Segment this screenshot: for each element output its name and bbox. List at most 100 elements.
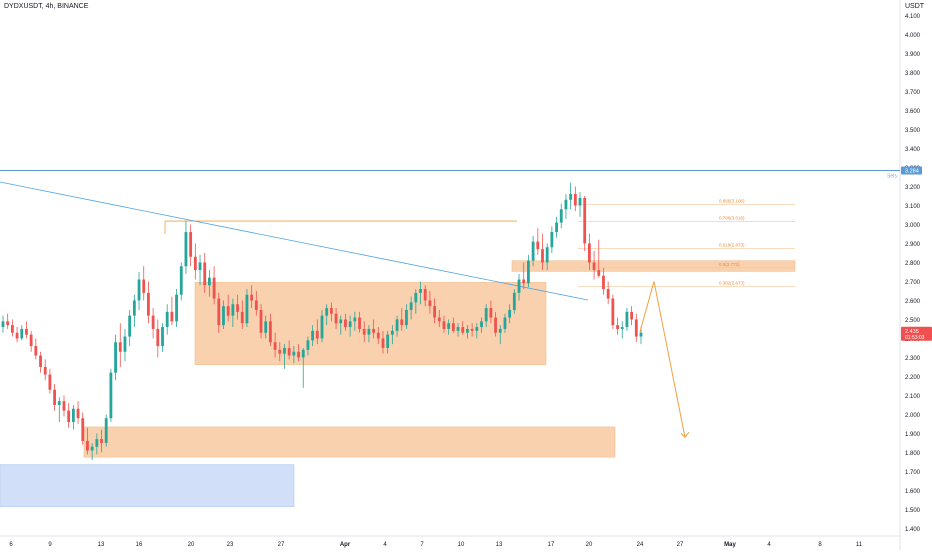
candle — [480, 317, 483, 333]
candle — [461, 321, 465, 335]
candle-body — [311, 330, 315, 341]
candle-body — [292, 351, 296, 356]
candle — [48, 368, 52, 394]
candle — [109, 368, 113, 423]
current-price-countdown: 01:53:03 — [905, 335, 925, 341]
candle-body — [480, 321, 483, 328]
candle — [118, 323, 122, 367]
candle — [484, 304, 488, 328]
candle-body — [95, 439, 99, 447]
candle — [43, 359, 47, 381]
candle — [381, 330, 385, 354]
candle — [625, 308, 629, 331]
candle — [189, 224, 193, 267]
candle-body — [367, 328, 371, 335]
candle-body — [461, 327, 465, 333]
candle — [67, 403, 71, 428]
current-price-tag — [901, 326, 932, 341]
candle — [597, 239, 601, 278]
candle — [104, 414, 108, 447]
candle-body — [226, 306, 230, 316]
candle-body — [428, 300, 432, 307]
candle — [147, 281, 150, 324]
candle — [329, 302, 333, 322]
price-tick-label: 1.700 — [905, 470, 921, 476]
candle-body — [597, 270, 601, 276]
candle — [170, 296, 174, 326]
candle — [71, 404, 75, 430]
candle — [25, 321, 28, 339]
candle — [240, 300, 244, 329]
candle-body — [189, 232, 193, 257]
time-tick-label: 4 — [383, 542, 387, 548]
demand-zone — [83, 426, 616, 458]
time-tick-label: 27 — [677, 542, 684, 548]
candle — [559, 203, 563, 229]
candle-body — [620, 327, 624, 329]
candle — [315, 319, 319, 345]
time-tick-label: 27 — [278, 542, 285, 548]
candle — [184, 220, 188, 274]
candle-body — [62, 401, 66, 411]
candle — [611, 294, 615, 329]
candle-body — [625, 311, 629, 328]
candle-body — [390, 330, 394, 335]
range-zone — [194, 282, 547, 365]
candle — [114, 334, 117, 381]
candle — [20, 325, 24, 341]
candle-body — [414, 292, 418, 303]
candle — [344, 313, 347, 331]
candle — [348, 315, 352, 337]
candle — [395, 315, 399, 337]
time-tick-label: 20 — [188, 542, 195, 548]
price-tick-label: 3.200 — [905, 185, 921, 191]
candle-body — [329, 308, 333, 314]
candle-body — [170, 311, 174, 322]
candle — [447, 319, 451, 335]
candle-body — [545, 247, 549, 263]
candle — [217, 292, 221, 333]
candle-body — [20, 328, 24, 339]
candle — [179, 262, 183, 301]
candle — [34, 338, 38, 360]
candle — [545, 243, 549, 271]
candle-body — [71, 408, 75, 423]
candle — [353, 311, 357, 331]
candle — [536, 228, 540, 255]
candle-body — [245, 294, 249, 324]
candle-body — [306, 340, 310, 350]
candle-body — [25, 328, 28, 335]
candle-body — [334, 313, 338, 324]
candle — [259, 304, 263, 339]
candle — [541, 233, 544, 271]
candle — [273, 332, 277, 358]
candle — [57, 397, 61, 423]
price-tick-label: 2.700 — [905, 280, 921, 286]
candle — [517, 273, 521, 301]
candle-body — [184, 232, 188, 267]
candle — [123, 328, 127, 362]
candle-body — [259, 309, 263, 333]
candle — [527, 254, 530, 288]
time-tick-label: 13 — [98, 542, 105, 548]
candle-body — [283, 347, 286, 354]
candle-body — [208, 277, 211, 286]
horizontal-line-value: 3.284 — [905, 169, 919, 175]
candle — [198, 254, 202, 286]
candle-body — [362, 328, 366, 335]
candle — [362, 321, 366, 343]
candle-body — [517, 279, 521, 293]
price-tick-label: 2.600 — [905, 299, 921, 305]
candle-body — [386, 334, 390, 348]
candle-body — [541, 249, 544, 263]
candle — [208, 270, 211, 297]
candle-body — [198, 262, 202, 271]
fib-level-label: 0.886(3.106) — [719, 198, 745, 203]
candle-body — [344, 319, 347, 328]
candle-body — [297, 351, 300, 358]
candle — [245, 289, 249, 328]
candle — [236, 294, 239, 320]
candle — [278, 342, 282, 362]
